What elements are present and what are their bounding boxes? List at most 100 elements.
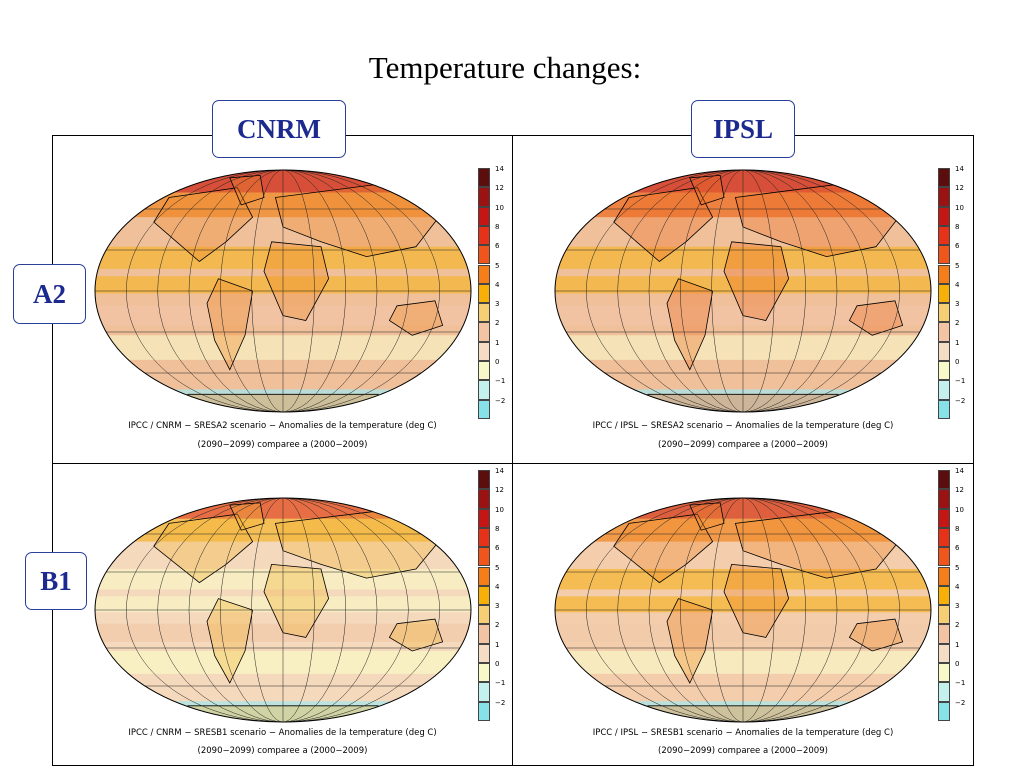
colorbar-label: 3 — [495, 602, 500, 611]
colorbar-segment — [938, 341, 950, 361]
colorbar-segment — [478, 605, 490, 625]
colorbar-label: 6 — [955, 242, 960, 251]
colorbar-label: 0 — [955, 358, 960, 366]
meridian-line — [126, 498, 440, 722]
continent-outline — [263, 241, 330, 321]
colorbar-label: 12 — [955, 184, 964, 193]
colorbar-segment — [478, 399, 490, 419]
colorbar-label: 10 — [495, 203, 504, 212]
map-panel-ipsl-b1: 14 12 10 8 6 5 4 3 2 1 0 −1 −2 IPCC / IPSL − SRESB1 … — [512, 463, 974, 766]
colorbar-segment — [938, 283, 950, 304]
meridian-line — [157, 498, 409, 722]
caption-line-2: (2090−2099) comparee a (2000−2009) — [658, 746, 828, 756]
meridian-line — [648, 498, 838, 722]
globe-outline — [554, 497, 932, 723]
colorbar-segment — [938, 187, 950, 207]
meridian-line — [586, 170, 900, 412]
colorbar-segment — [938, 168, 950, 188]
colorbar-segment — [938, 361, 950, 381]
colorbar-label: 6 — [495, 544, 500, 553]
colorbar-label: 4 — [495, 280, 500, 289]
colorbar-segment — [478, 187, 490, 207]
colorbar-label: 8 — [955, 222, 960, 231]
colorbar-label: −2 — [955, 396, 966, 405]
globe-outline — [94, 497, 472, 723]
globe-outline — [94, 169, 472, 413]
row-label-b1: B1 — [25, 552, 87, 610]
meridian-line — [251, 498, 315, 722]
colorbar-segment — [478, 380, 490, 400]
colorbar-label: −2 — [955, 698, 966, 707]
map-panel-ipsl-a2: 14 12 10 8 6 5 4 3 2 1 0 −1 −2 IPCC / IPSL − SRESA2 … — [512, 135, 974, 464]
colorbar-segment — [478, 470, 490, 490]
colorbar-segment — [938, 322, 950, 342]
colorbar-label: 14 — [955, 467, 964, 475]
map-panel-cnrm-a2: 14 12 10 8 6 5 4 3 2 1 0 −1 −2 IPCC / CNRM − SRESA2 … — [52, 135, 513, 464]
colorbar-label: 10 — [495, 505, 504, 514]
colorbar-segment — [478, 264, 490, 284]
colorbar-segment — [938, 470, 950, 490]
row-label-a2: A2 — [13, 264, 86, 324]
colorbar-label: 12 — [955, 486, 964, 495]
meridian-line — [586, 498, 900, 722]
colorbar-segment — [938, 399, 950, 419]
colorbar-label: 2 — [955, 319, 960, 328]
caption-line-2: (2090−2099) comparee a (2000−2009) — [197, 440, 368, 450]
colorbar-segment — [478, 206, 490, 226]
caption-line-2: (2090−2099) comparee a (2000−2009) — [197, 746, 368, 756]
colorbar-label: 8 — [955, 524, 960, 533]
colorbar-segment — [478, 701, 490, 721]
continent-outline — [689, 174, 725, 206]
colorbar-segment — [478, 547, 490, 567]
continent-outline — [153, 187, 254, 263]
colorbar-segment — [478, 489, 490, 509]
colorbar-label: 1 — [955, 338, 960, 347]
meridian-line — [617, 170, 869, 412]
colorbar-label: −1 — [955, 377, 966, 386]
colorbar-segment — [938, 225, 950, 246]
colorbar-segment — [478, 283, 490, 304]
colorbar-label: 6 — [495, 242, 500, 251]
colorbar-segment — [938, 206, 950, 226]
colorbar-segment — [938, 264, 950, 284]
colorbar-segment — [478, 168, 490, 188]
colorbar-segment — [938, 585, 950, 606]
continent-outline — [613, 187, 714, 263]
colorbar-segment — [478, 585, 490, 606]
caption-line-1: IPCC / IPSL − SRESB1 scenario − Anomalie… — [592, 728, 894, 738]
meridian-line — [648, 170, 838, 412]
colorbar-label: 3 — [955, 602, 960, 611]
continent-outline — [723, 563, 790, 638]
colorbar-label: 0 — [495, 358, 500, 366]
globe-outline — [554, 169, 932, 413]
colorbar-label: 0 — [495, 660, 500, 668]
meridian-line — [188, 170, 378, 412]
colorbar-segment — [478, 508, 490, 528]
meridian-line — [617, 498, 869, 722]
colorbar-segment — [478, 663, 490, 683]
colorbar-segment — [478, 341, 490, 361]
colorbar-label: 3 — [955, 300, 960, 309]
world-map — [554, 169, 932, 413]
continent-outline — [723, 241, 790, 321]
caption-line-1: IPCC / CNRM − SRESB1 scenario − Anomalie… — [128, 728, 437, 738]
meridian-line — [220, 170, 346, 412]
column-label-cnrm: CNRM — [212, 100, 346, 158]
colorbar-label: 6 — [955, 544, 960, 553]
colorbar-label: 3 — [495, 300, 500, 309]
world-map — [94, 169, 472, 413]
colorbar-label: 5 — [495, 563, 500, 572]
caption-line-2: (2090−2099) comparee a (2000−2009) — [658, 440, 828, 450]
meridian-line — [188, 498, 378, 722]
colorbar-segment — [478, 682, 490, 702]
colorbar-label: 12 — [495, 184, 504, 193]
colorbar-label: 1 — [495, 338, 500, 347]
colorbar-segment — [938, 245, 950, 265]
colorbar-segment — [938, 303, 950, 323]
continent-outline — [153, 513, 254, 584]
colorbar-segment — [478, 225, 490, 246]
colorbar-segment — [478, 566, 490, 586]
slide-title: Temperature changes: — [368, 50, 642, 85]
colorbar-segment — [938, 508, 950, 528]
colorbar-label: 10 — [955, 505, 964, 514]
